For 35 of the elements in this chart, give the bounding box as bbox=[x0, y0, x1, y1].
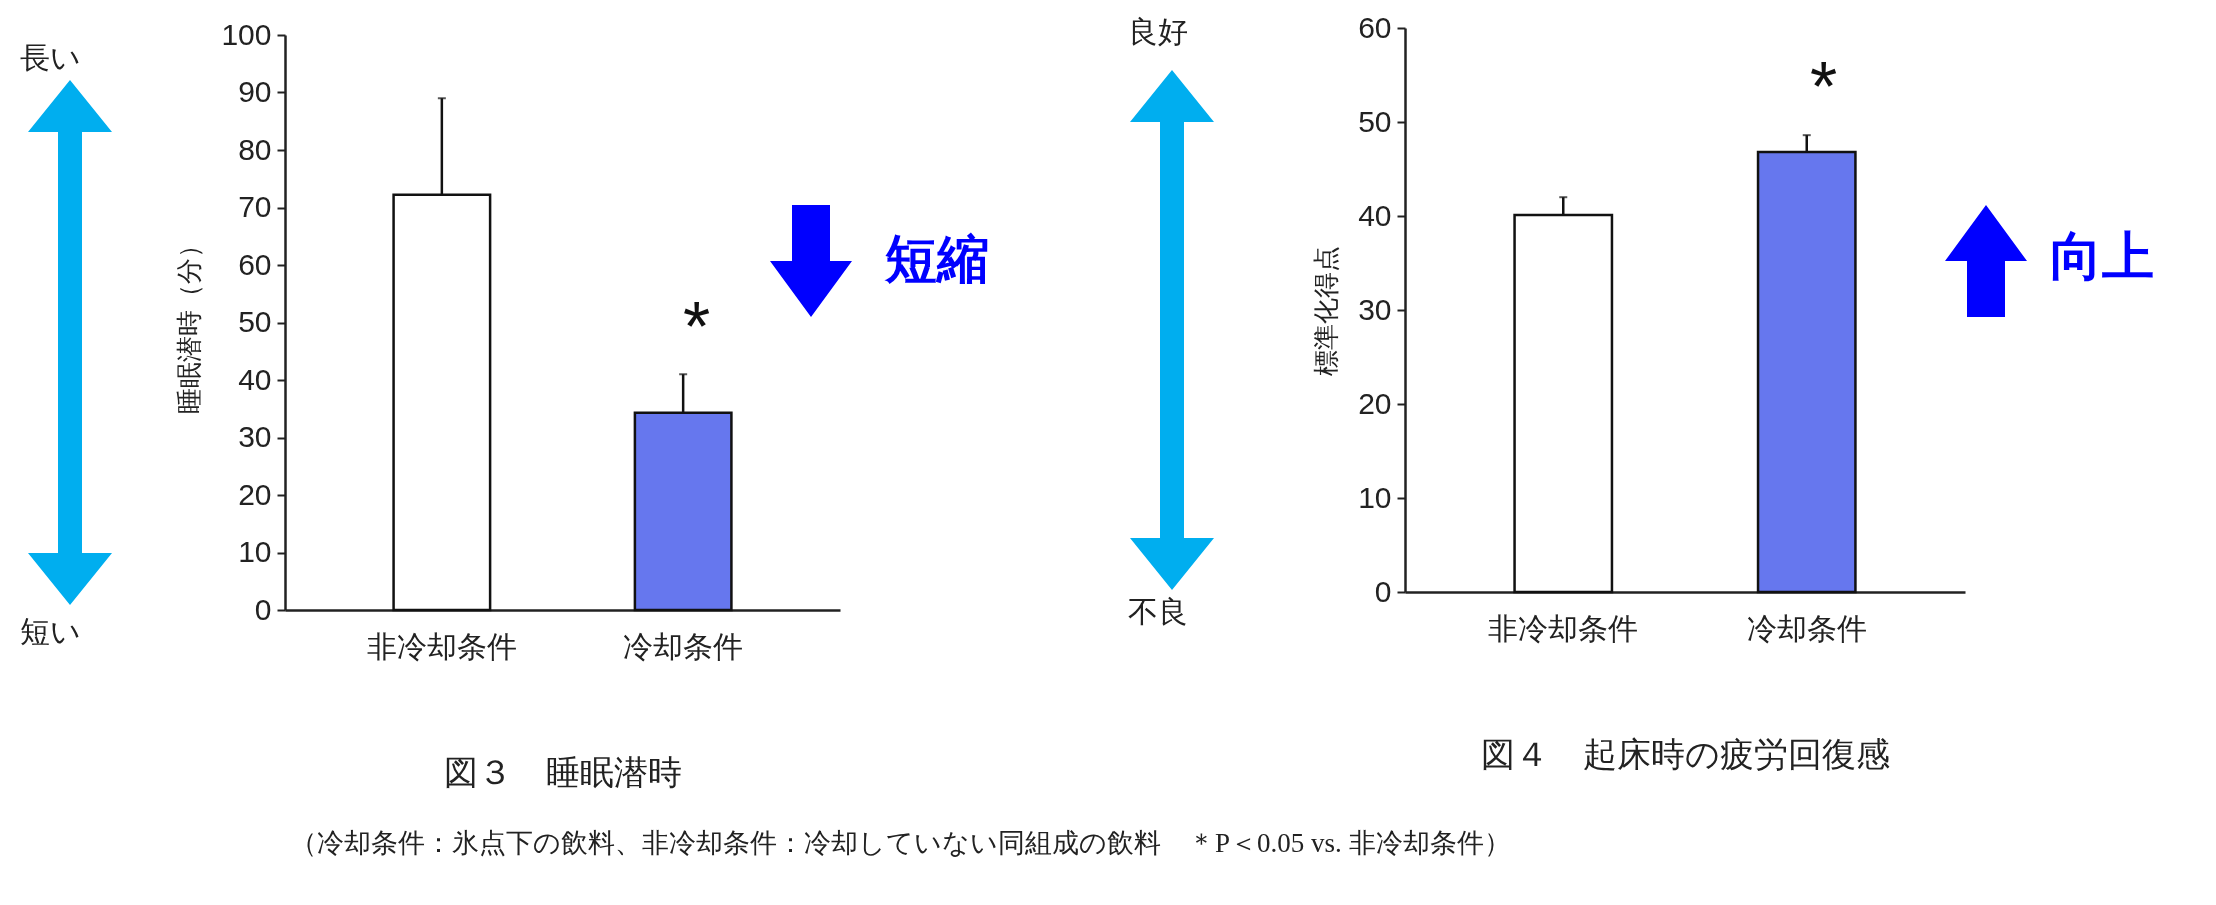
annotation: * bbox=[1810, 48, 1838, 126]
y-axis-title: 標準化得点 bbox=[1311, 245, 1342, 376]
y-tick-label: 50 bbox=[1358, 104, 1392, 138]
text: 短い bbox=[20, 613, 81, 651]
y-tick-label: 10 bbox=[238, 535, 272, 568]
y-tick-label: 100 bbox=[221, 17, 272, 51]
text: 向上 bbox=[2050, 225, 2154, 288]
y-tick-label: 0 bbox=[1374, 574, 1392, 608]
x-tick-label: 非冷却条件 bbox=[366, 628, 517, 664]
x-tick-label: 冷却条件 bbox=[1746, 610, 1867, 646]
y-tick-label: 20 bbox=[1358, 386, 1392, 420]
y-tick-label: 0 bbox=[254, 592, 272, 626]
y-tick-label: 80 bbox=[238, 132, 272, 166]
y-tick-label: 90 bbox=[238, 75, 272, 108]
y-tick-label: 60 bbox=[238, 247, 272, 281]
x-tick-label: 非冷却条件 bbox=[1488, 610, 1639, 646]
y-tick-label: 40 bbox=[238, 362, 272, 396]
text: （冷却条件：氷点下の飲料、非冷却条件：冷却していない同組成の飲料 ＊P＜0.05 vs. 非冷却条件） bbox=[290, 827, 1511, 860]
text: 短縮 bbox=[885, 228, 989, 291]
text: 図４ 起床時の疲労回復感 bbox=[1480, 736, 1890, 773]
text: 図３ 睡眠潜時 bbox=[443, 754, 682, 791]
y-tick-label: 40 bbox=[1358, 198, 1392, 232]
y-tick-label: 60 bbox=[1358, 10, 1392, 44]
y-tick-label: 70 bbox=[238, 190, 272, 223]
y-tick-label: 30 bbox=[1358, 292, 1392, 326]
annotation: * bbox=[683, 288, 711, 366]
text: 良好 bbox=[1128, 13, 1188, 51]
text: 不良 bbox=[1128, 593, 1188, 631]
y-tick-label: 10 bbox=[1358, 480, 1392, 514]
x-tick-label: 冷却条件 bbox=[623, 628, 744, 664]
y-tick-label: 30 bbox=[238, 420, 272, 453]
text: 長い bbox=[20, 39, 81, 77]
y-tick-label: 20 bbox=[238, 477, 272, 511]
y-tick-label: 50 bbox=[238, 305, 272, 338]
y-axis-title: 睡眠潜時（分） bbox=[174, 232, 205, 414]
